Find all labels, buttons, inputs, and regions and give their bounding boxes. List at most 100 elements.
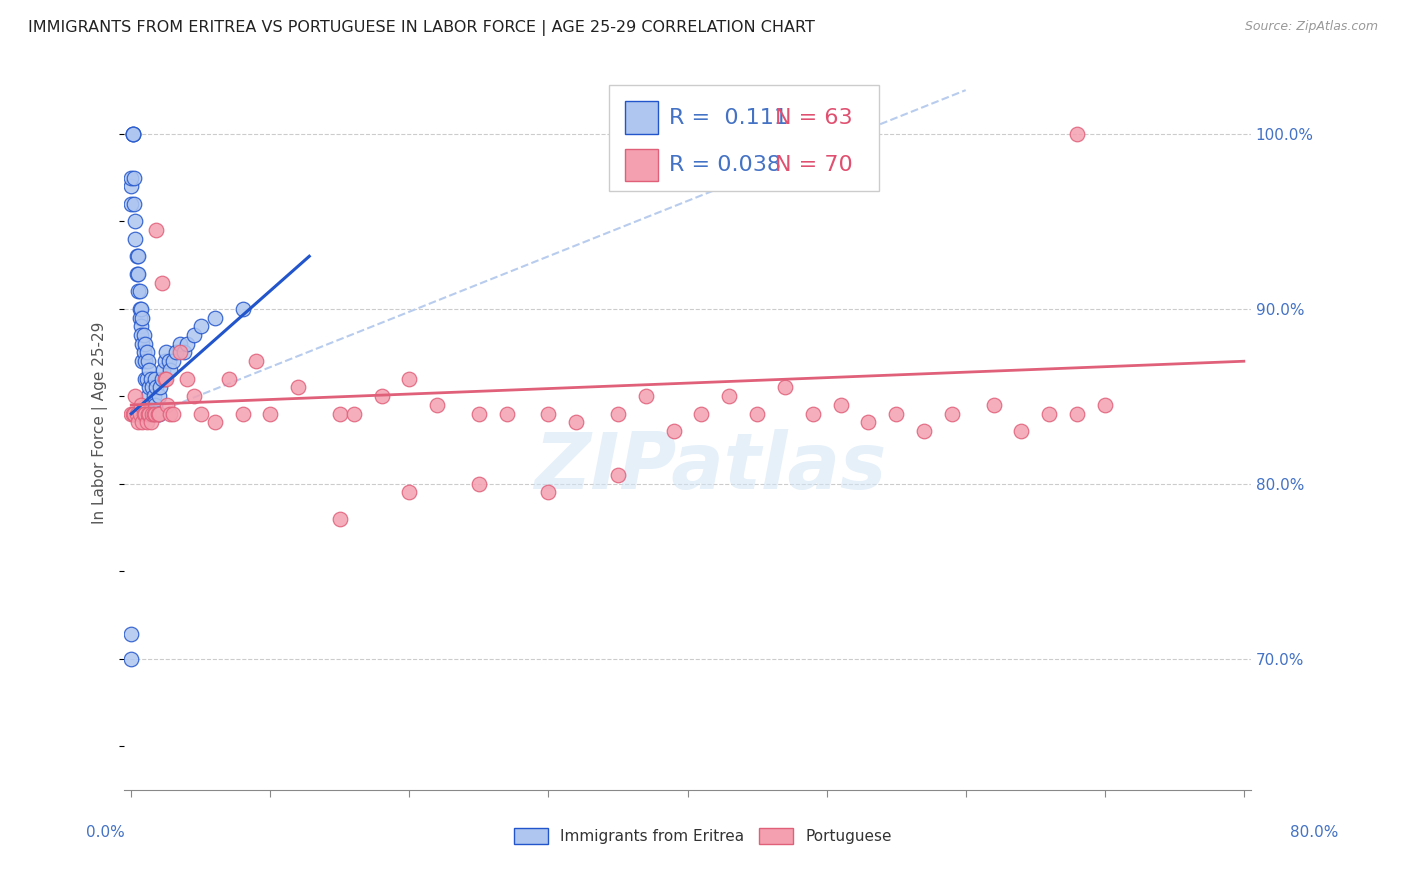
Point xyxy=(138,380,160,394)
Point xyxy=(122,196,145,211)
Point xyxy=(129,319,152,334)
Point xyxy=(169,345,191,359)
Point xyxy=(148,389,170,403)
Point xyxy=(370,389,392,403)
Point xyxy=(129,301,152,316)
Point xyxy=(134,407,156,421)
Point xyxy=(128,407,150,421)
Point xyxy=(131,354,153,368)
Point xyxy=(190,407,212,421)
Point xyxy=(162,407,184,421)
Point xyxy=(329,407,352,421)
Point xyxy=(426,398,449,412)
Text: 0.0%: 0.0% xyxy=(86,825,125,839)
Point xyxy=(287,380,309,394)
Point xyxy=(122,407,145,421)
Text: Source: ZipAtlas.com: Source: ZipAtlas.com xyxy=(1244,20,1378,33)
Text: 80.0%: 80.0% xyxy=(1291,825,1339,839)
Point xyxy=(169,336,191,351)
Point xyxy=(131,416,153,430)
Point xyxy=(690,407,713,421)
Point xyxy=(329,511,352,525)
Point xyxy=(941,407,963,421)
Point xyxy=(607,467,630,482)
Point xyxy=(135,372,157,386)
Point xyxy=(912,424,935,438)
Bar xyxy=(624,149,658,181)
Y-axis label: In Labor Force | Age 25-29: In Labor Force | Age 25-29 xyxy=(93,321,108,524)
Point xyxy=(146,407,169,421)
Point xyxy=(136,354,159,368)
Point xyxy=(204,310,226,325)
Point xyxy=(135,345,157,359)
Point xyxy=(176,372,198,386)
Point xyxy=(231,301,253,316)
Point xyxy=(204,416,226,430)
Point xyxy=(718,389,741,403)
Point xyxy=(173,345,195,359)
Point xyxy=(176,336,198,351)
Point xyxy=(139,416,162,430)
Point xyxy=(125,407,148,421)
Text: ZIPatlas: ZIPatlas xyxy=(534,428,886,505)
Point xyxy=(124,214,146,228)
Point xyxy=(141,380,163,394)
Point xyxy=(121,127,143,141)
Point xyxy=(132,328,155,343)
Point xyxy=(120,170,142,185)
Point xyxy=(858,416,880,430)
Point xyxy=(159,363,181,377)
Point xyxy=(124,389,146,403)
Point xyxy=(745,407,768,421)
Point xyxy=(159,407,181,421)
Point xyxy=(1066,407,1088,421)
Point xyxy=(125,267,148,281)
Point xyxy=(127,285,149,299)
Point xyxy=(136,389,159,403)
Point xyxy=(468,407,491,421)
Point xyxy=(149,380,172,394)
Point xyxy=(1010,424,1032,438)
Point xyxy=(773,380,796,394)
Point xyxy=(127,267,149,281)
Point xyxy=(155,372,177,386)
Point xyxy=(131,336,153,351)
Point xyxy=(132,407,155,421)
Point xyxy=(134,336,156,351)
Point xyxy=(218,372,240,386)
Point xyxy=(259,407,281,421)
Point xyxy=(145,380,167,394)
Point xyxy=(245,354,267,368)
Point xyxy=(121,127,143,141)
Point xyxy=(398,485,420,500)
Point xyxy=(128,285,150,299)
Point xyxy=(129,328,152,343)
Point xyxy=(131,310,153,325)
Point xyxy=(143,398,166,412)
Point xyxy=(120,651,142,665)
Point xyxy=(132,345,155,359)
Point xyxy=(153,372,176,386)
Point xyxy=(145,223,167,237)
Point xyxy=(121,127,143,141)
Point xyxy=(134,372,156,386)
Text: N = 63: N = 63 xyxy=(775,108,852,128)
Point xyxy=(565,416,588,430)
Point xyxy=(634,389,657,403)
Point xyxy=(190,319,212,334)
Point xyxy=(120,179,142,194)
Bar xyxy=(624,101,658,134)
Point xyxy=(136,407,159,421)
Text: R = 0.038: R = 0.038 xyxy=(669,155,780,175)
Point xyxy=(135,416,157,430)
Point xyxy=(139,372,162,386)
Point xyxy=(138,407,160,421)
Point xyxy=(128,310,150,325)
Point xyxy=(537,407,560,421)
Point xyxy=(142,407,165,421)
Legend: Immigrants from Eritrea, Portuguese: Immigrants from Eritrea, Portuguese xyxy=(508,822,898,850)
Point xyxy=(129,398,152,412)
Point xyxy=(124,232,146,246)
FancyBboxPatch shape xyxy=(609,85,879,191)
Point xyxy=(157,354,180,368)
